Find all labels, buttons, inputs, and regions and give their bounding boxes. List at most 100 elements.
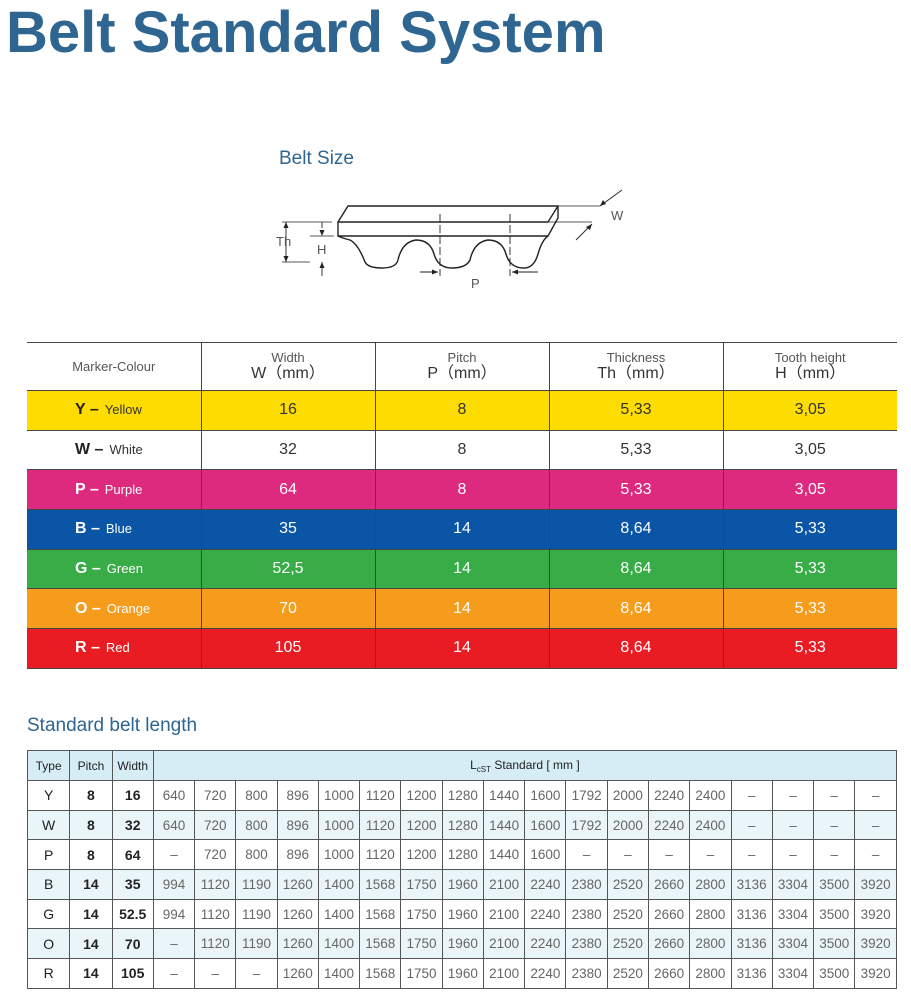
length-cell: 2380 <box>565 958 608 989</box>
marker-cell: B – Blue <box>27 509 202 550</box>
length-cell: – <box>565 839 608 871</box>
length-cell: 2240 <box>648 809 691 841</box>
belt-profile-diagram: P Th H W <box>276 189 624 291</box>
length-cell: 1120 <box>194 898 237 930</box>
length-cell: 2520 <box>606 928 650 960</box>
length-cell: 1792 <box>565 809 608 841</box>
length-cell: 800 <box>235 780 278 811</box>
length-cell: 2520 <box>606 898 650 930</box>
length-cell: 2800 <box>689 958 732 989</box>
size-row-orange: O – Orange 70 14 8,64 5,33 <box>27 588 897 630</box>
length-cell: 3136 <box>730 928 773 960</box>
length-cell: – <box>771 809 815 841</box>
length-cell: 2400 <box>689 809 732 841</box>
length-cell: 1600 <box>524 809 567 841</box>
length-cell: 640 <box>152 780 196 811</box>
type-cell: G <box>26 898 71 930</box>
length-cell: – <box>813 839 856 871</box>
type-cell: B <box>26 869 71 900</box>
tooth-height-cell: 5,33 <box>723 628 897 669</box>
size-row-red: R – Red 105 14 8,64 5,33 <box>27 628 897 669</box>
width-cell: 70 <box>201 588 376 630</box>
length-cell: 1260 <box>276 928 319 960</box>
length-cell: 1750 <box>400 869 443 900</box>
tooth-height-header: Tooth height H（mm） <box>723 342 897 391</box>
length-cell: 1400 <box>317 869 361 900</box>
length-cell: 2520 <box>606 869 650 900</box>
length-cell: 2800 <box>689 869 732 900</box>
marker-cell: R – Red <box>27 628 202 669</box>
pitch-cell: 8 <box>375 430 550 471</box>
size-row-blue: B – Blue 35 14 8,64 5,33 <box>27 509 897 550</box>
belt-size-heading: Belt Size <box>279 148 354 169</box>
size-row-white: W – White 32 8 5,33 3,05 <box>27 430 897 471</box>
tooth-height-label: H <box>317 242 326 257</box>
thickness-cell: 5,33 <box>549 469 724 511</box>
length-cell: 2660 <box>648 898 691 930</box>
width-label: W <box>611 208 624 223</box>
length-cell: 2100 <box>482 958 526 989</box>
thickness-cell: 5,33 <box>549 430 724 471</box>
width-cell: 32 <box>201 430 376 471</box>
pitch-cell: 14 <box>375 549 550 590</box>
length-cell: 3920 <box>854 958 897 989</box>
length-cell: 1190 <box>235 869 278 900</box>
length-cell: 896 <box>276 839 319 871</box>
length-table-header-row: Type Pitch Width LcST Standard [ mm ] <box>26 750 898 781</box>
length-cell: 3304 <box>771 869 815 900</box>
length-cell: 2800 <box>689 928 732 960</box>
length-row-b: B 14 35 994 1120 1190 1260 1400 1568 1750 1960 2100… <box>26 869 897 900</box>
length-cell: – <box>730 839 773 871</box>
length-cell: – <box>854 839 897 871</box>
thickness-cell: 8,64 <box>549 509 724 550</box>
belt-size-table: Marker-Colour Width W（mm） Pitch P（mm） Thic… <box>27 342 897 669</box>
length-cell: 994 <box>152 898 196 930</box>
length-cell: 2000 <box>606 780 650 811</box>
type-cell: P <box>26 839 71 871</box>
type-cell: W <box>26 809 71 841</box>
pitch-header: Pitch P（mm） <box>375 342 550 391</box>
length-cell: 720 <box>194 809 237 841</box>
length-cell: 2800 <box>689 898 732 930</box>
length-cell: 3136 <box>730 869 773 900</box>
length-cell: 1600 <box>524 780 567 811</box>
length-cell: 1960 <box>441 898 484 930</box>
length-cell: 896 <box>276 780 319 811</box>
length-cell: 2240 <box>524 898 567 930</box>
type-cell: Y <box>26 780 71 811</box>
length-cell: 2100 <box>482 869 526 900</box>
length-cell: 720 <box>194 839 237 871</box>
length-cell: 1440 <box>482 780 526 811</box>
length-cell: 1280 <box>441 780 484 811</box>
length-cell: 1200 <box>400 809 443 841</box>
length-cell: 1120 <box>359 780 402 811</box>
pitch-header: Pitch <box>69 750 113 781</box>
length-cell: – <box>730 780 773 811</box>
length-cell: 3304 <box>771 958 815 989</box>
length-cell: 1440 <box>482 839 526 871</box>
length-cell: 1260 <box>276 898 319 930</box>
length-cell: 1400 <box>317 928 361 960</box>
length-cell: – <box>771 839 815 871</box>
length-cell: – <box>152 958 196 989</box>
standard-length-header: LcST Standard [ mm ] <box>152 750 898 781</box>
length-cell: 1120 <box>194 869 237 900</box>
size-table-header-row: Marker-Colour Width W（mm） Pitch P（mm） Thic… <box>27 342 897 391</box>
length-cell: 3136 <box>730 958 773 989</box>
width-cell: 32 <box>111 809 154 841</box>
pitch-cell: 8 <box>375 469 550 511</box>
length-cell: 3920 <box>854 898 897 930</box>
type-cell: O <box>26 928 71 960</box>
length-cell: 1120 <box>194 928 237 960</box>
thickness-label: Th <box>276 234 291 249</box>
length-cell: – <box>854 809 897 841</box>
length-cell: – <box>689 839 732 871</box>
length-cell: – <box>648 839 691 871</box>
length-cell: 1000 <box>317 809 361 841</box>
length-cell: – <box>194 958 237 989</box>
length-cell: 1960 <box>441 928 484 960</box>
length-cell: – <box>730 809 773 841</box>
length-cell: 3500 <box>813 958 856 989</box>
length-cell: 3500 <box>813 869 856 900</box>
length-cell: – <box>235 958 278 989</box>
